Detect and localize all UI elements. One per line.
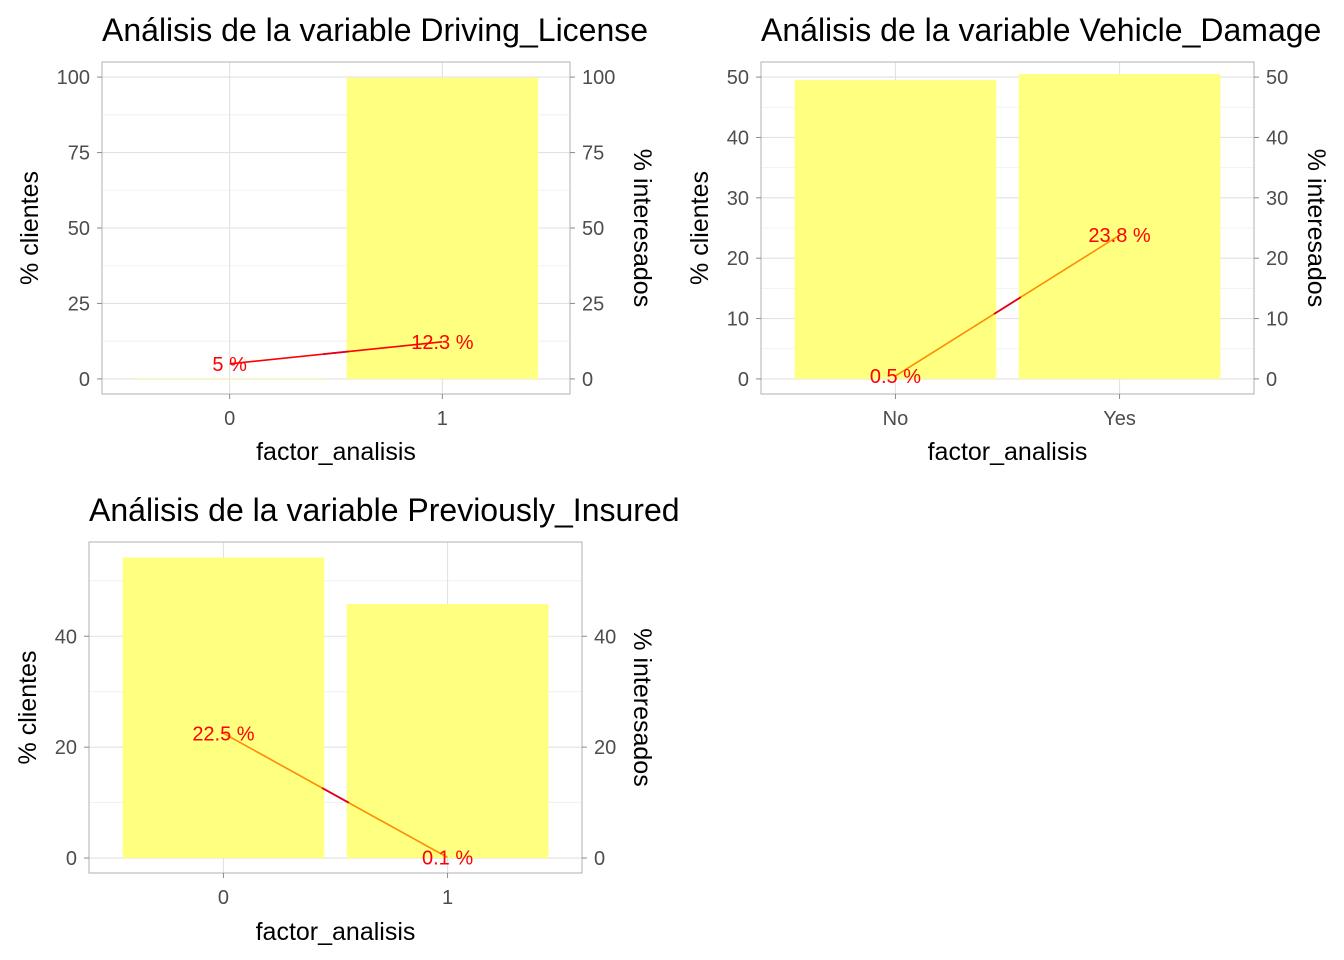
y-tick-label: 75	[68, 143, 90, 165]
chart-panel-2: 0.5 % 23.8 % 0 0 10 10 20 20 30 30 40 40 50 50 No Yes An…	[686, 12, 1330, 466]
x-tick-label: 1	[442, 887, 453, 909]
chart-panel-3: 22.5 % 0.1 % 0 0 20 20 40 40 0 1 Análisis de la va…	[14, 492, 680, 946]
y2-tick-label: 0	[1266, 369, 1277, 391]
y-tick-label: 30	[727, 188, 749, 210]
y-tick-label: 100	[57, 67, 90, 89]
interest-line-midsegment	[323, 350, 349, 356]
chart-title: Análisis de la variable Previously_Insur…	[89, 492, 680, 528]
y2-tick-label: 25	[582, 293, 604, 315]
y-tick-label: 20	[55, 737, 77, 759]
y-tick-label: 25	[68, 293, 90, 315]
y-tick-label: 50	[727, 67, 749, 89]
x-tick-label: 0	[218, 887, 229, 909]
bar-Yes	[1018, 74, 1221, 379]
interest-line-midsegment	[993, 296, 1022, 315]
x-tick-label: Yes	[1103, 408, 1136, 430]
y2-axis-title: % interesados	[1302, 149, 1330, 307]
x-axis-title: factor_analisis	[256, 438, 416, 466]
chart-title: Análisis de la variable Driving_License	[102, 12, 648, 48]
data-label: 23.8 %	[1088, 225, 1150, 247]
x-axis-title: factor_analisis	[256, 918, 416, 946]
bar-0	[122, 557, 325, 859]
y2-tick-label: 0	[582, 369, 593, 391]
y2-tick-label: 75	[582, 143, 604, 165]
bar-No	[794, 80, 997, 379]
y2-tick-label: 30	[1266, 188, 1288, 210]
data-label: 12.3 %	[411, 332, 473, 354]
y2-axis-title: % interesados	[628, 628, 656, 786]
y2-tick-label: 50	[1266, 67, 1288, 89]
y2-tick-label: 50	[582, 218, 604, 240]
y-tick-label: 20	[727, 248, 749, 270]
y2-tick-label: 20	[1266, 248, 1288, 270]
y-tick-label: 0	[79, 369, 90, 391]
bar-0	[133, 378, 326, 379]
y-tick-label: 50	[68, 218, 90, 240]
y2-tick-label: 100	[582, 67, 615, 89]
x-tick-label: No	[883, 408, 909, 430]
y2-tick-label: 10	[1266, 309, 1288, 331]
plot-panel-border	[88, 541, 583, 874]
y2-tick-label: 20	[594, 737, 616, 759]
data-label: 22.5 %	[192, 723, 254, 745]
chart-title: Análisis de la variable Vehicle_Damage	[761, 12, 1321, 48]
y2-tick-label: 40	[594, 626, 616, 648]
bar-1	[346, 604, 549, 859]
x-tick-label: 1	[437, 408, 448, 430]
x-axis-title: factor_analisis	[928, 438, 1088, 466]
y-tick-label: 40	[55, 626, 77, 648]
y-tick-label: 40	[727, 127, 749, 149]
plot-panel-border	[760, 61, 1255, 395]
interest-line-midsegment	[321, 787, 350, 804]
chart-panel-1: 5 % 12.3 % 0 0 25 25 50 50 75 75 100 100 0 1 Análisis …	[16, 12, 656, 466]
y-axis-title: % clientes	[686, 171, 714, 285]
data-label: 5 %	[212, 354, 247, 376]
y2-axis-title: % interesados	[628, 149, 656, 307]
data-label: 0.5 %	[870, 366, 921, 388]
bar-1	[346, 77, 539, 379]
y2-tick-label: 40	[1266, 127, 1288, 149]
y2-tick-label: 0	[594, 848, 605, 870]
data-label: 0.1 %	[422, 847, 473, 869]
y-tick-label: 0	[66, 848, 77, 870]
y-tick-label: 10	[727, 309, 749, 331]
y-axis-title: % clientes	[16, 171, 44, 285]
y-tick-label: 0	[738, 369, 749, 391]
y-axis-title: % clientes	[14, 651, 42, 765]
x-tick-label: 0	[224, 408, 235, 430]
